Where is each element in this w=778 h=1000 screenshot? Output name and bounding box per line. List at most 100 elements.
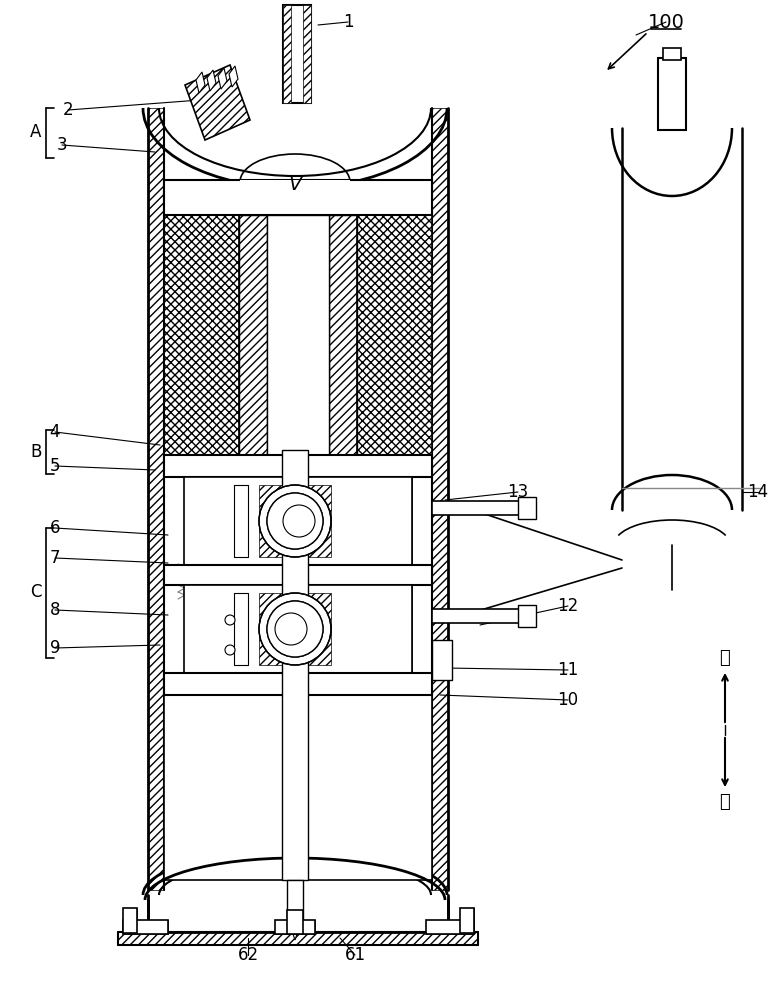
- Bar: [518, 497, 536, 508]
- Circle shape: [275, 613, 307, 645]
- Bar: [432, 108, 448, 890]
- Bar: [658, 58, 686, 130]
- Text: C: C: [30, 583, 42, 601]
- Circle shape: [259, 485, 331, 557]
- Bar: [518, 605, 536, 616]
- Text: 100: 100: [647, 12, 685, 31]
- Bar: [164, 565, 224, 585]
- Polygon shape: [229, 66, 238, 87]
- Bar: [239, 215, 267, 455]
- Bar: [267, 215, 329, 455]
- Polygon shape: [207, 70, 216, 91]
- Bar: [283, 5, 291, 103]
- Circle shape: [267, 601, 323, 657]
- Bar: [282, 450, 308, 880]
- Bar: [432, 640, 452, 680]
- Bar: [259, 485, 331, 557]
- Bar: [164, 455, 224, 477]
- Bar: [372, 673, 432, 695]
- Text: A: A: [30, 123, 42, 141]
- Bar: [164, 455, 432, 477]
- Bar: [164, 215, 239, 455]
- Bar: [239, 215, 267, 455]
- Bar: [184, 585, 412, 673]
- Bar: [329, 215, 357, 455]
- Text: 8: 8: [50, 601, 60, 619]
- Text: 3: 3: [57, 136, 68, 154]
- Circle shape: [267, 493, 323, 549]
- Bar: [164, 180, 219, 215]
- Bar: [364, 477, 412, 565]
- Bar: [518, 497, 536, 519]
- Bar: [240, 180, 350, 208]
- Bar: [184, 585, 232, 673]
- Bar: [234, 593, 248, 665]
- Bar: [432, 609, 527, 616]
- Text: 7: 7: [50, 549, 60, 567]
- Bar: [164, 695, 432, 880]
- Bar: [372, 565, 432, 585]
- Bar: [123, 920, 168, 934]
- Circle shape: [225, 645, 235, 655]
- Text: B: B: [30, 443, 42, 461]
- Bar: [234, 593, 248, 665]
- Bar: [460, 908, 474, 933]
- Polygon shape: [196, 72, 205, 93]
- Bar: [364, 585, 412, 673]
- Circle shape: [283, 505, 315, 537]
- Bar: [259, 593, 331, 665]
- Bar: [432, 609, 527, 623]
- Text: 11: 11: [557, 661, 579, 679]
- Bar: [275, 920, 315, 934]
- Polygon shape: [290, 925, 300, 940]
- Bar: [287, 910, 303, 934]
- Bar: [432, 501, 527, 515]
- Text: 9: 9: [50, 639, 60, 657]
- Text: 12: 12: [557, 597, 579, 615]
- Bar: [118, 932, 478, 945]
- Polygon shape: [185, 65, 250, 140]
- Text: 6: 6: [50, 519, 60, 537]
- Bar: [518, 605, 536, 627]
- Bar: [148, 108, 164, 890]
- Bar: [287, 880, 295, 925]
- Bar: [426, 920, 474, 934]
- Text: 下: 下: [720, 793, 731, 811]
- Text: 62: 62: [237, 946, 258, 964]
- Text: V: V: [289, 176, 302, 194]
- Bar: [123, 908, 137, 933]
- Bar: [282, 450, 295, 880]
- Bar: [329, 215, 357, 455]
- Text: 4: 4: [50, 423, 60, 441]
- Bar: [234, 485, 248, 557]
- Bar: [275, 920, 315, 934]
- Bar: [184, 477, 412, 565]
- Circle shape: [259, 593, 331, 665]
- Bar: [432, 501, 527, 508]
- Bar: [460, 908, 474, 933]
- Bar: [287, 880, 303, 925]
- Bar: [234, 485, 248, 557]
- Text: 14: 14: [748, 483, 769, 501]
- Bar: [164, 673, 224, 695]
- Bar: [426, 920, 474, 934]
- Bar: [303, 5, 311, 103]
- Bar: [663, 48, 681, 60]
- Polygon shape: [218, 68, 227, 89]
- Text: 5: 5: [50, 457, 60, 475]
- Circle shape: [267, 601, 323, 657]
- Bar: [184, 477, 232, 565]
- Bar: [164, 215, 239, 455]
- Bar: [283, 5, 311, 103]
- Text: 10: 10: [558, 691, 579, 709]
- Bar: [164, 180, 432, 215]
- Text: 13: 13: [507, 483, 528, 501]
- Text: 1: 1: [342, 13, 353, 31]
- Circle shape: [225, 615, 235, 625]
- Bar: [377, 180, 432, 215]
- Bar: [432, 640, 452, 680]
- Bar: [164, 673, 432, 695]
- Bar: [123, 920, 168, 934]
- Text: 2: 2: [63, 101, 73, 119]
- Bar: [164, 565, 432, 585]
